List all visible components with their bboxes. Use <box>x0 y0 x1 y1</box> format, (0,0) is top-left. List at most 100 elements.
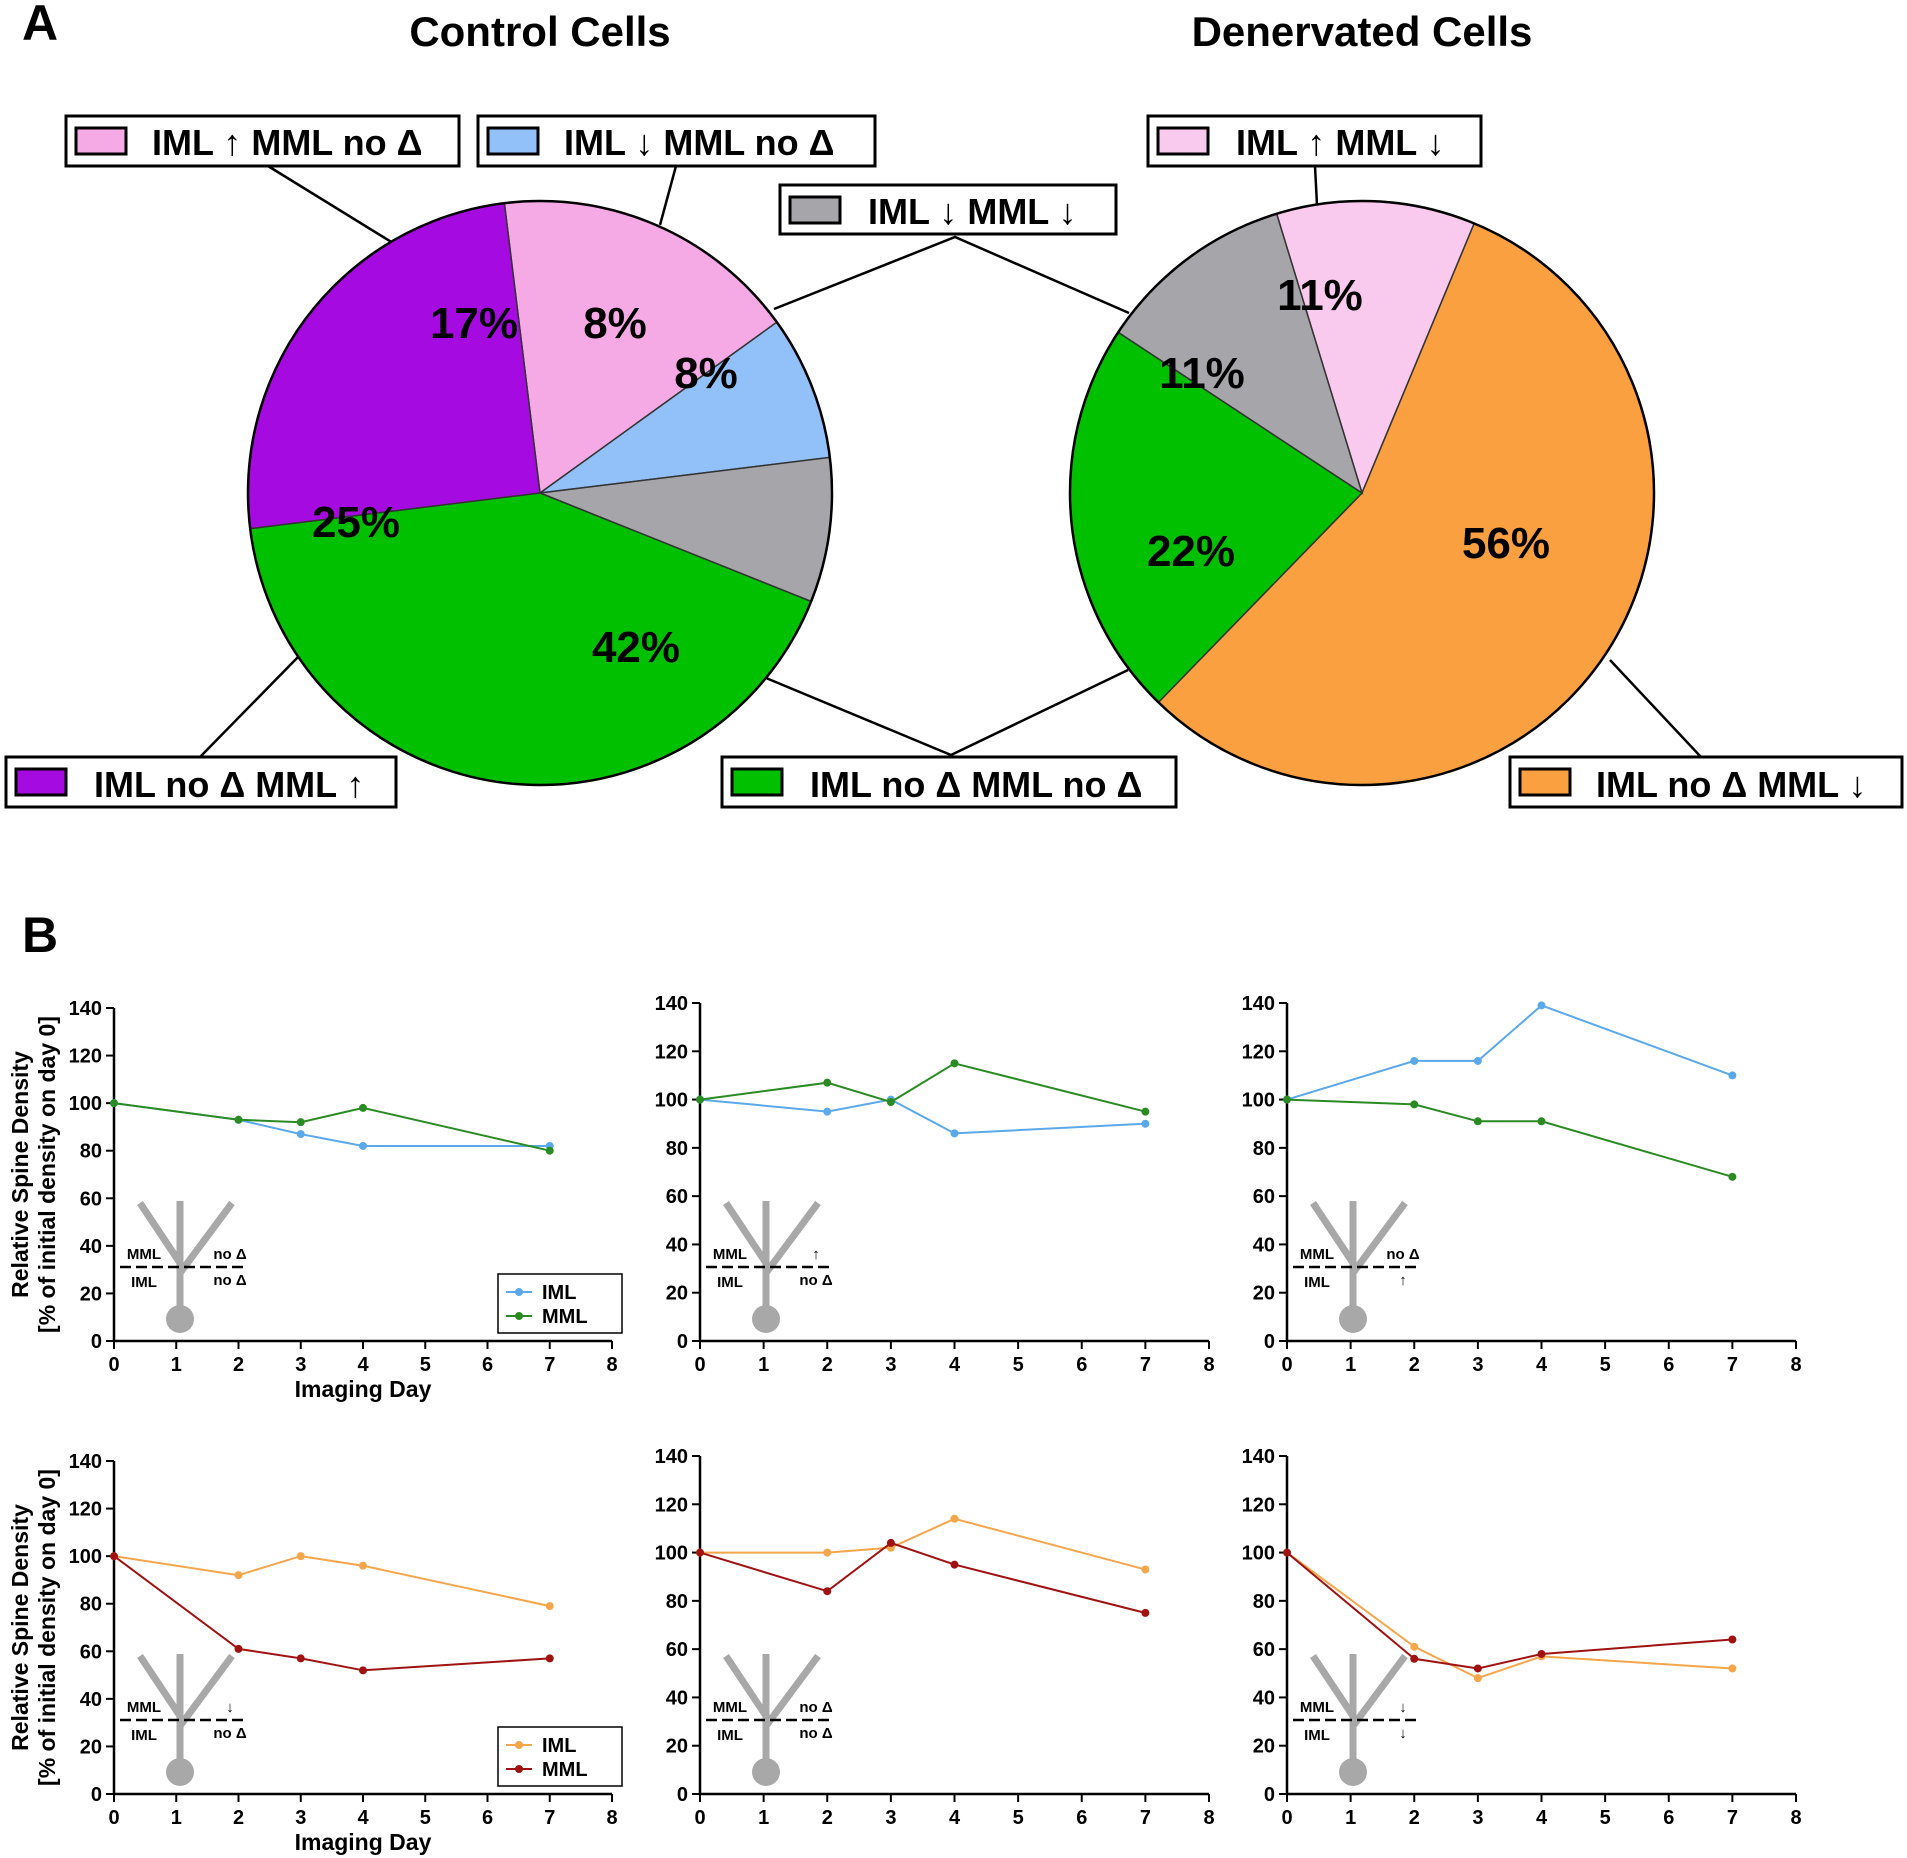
neuron-dendrite <box>1350 1200 1408 1276</box>
data-point-mml <box>950 1560 959 1569</box>
x-tick-label: 8 <box>1203 1354 1214 1376</box>
legend-label: IML no Δ MML no Δ <box>810 764 1142 805</box>
line-chart: 0 20 40 60 80 100 120 140 0 1 2 3 4 5 6 7 8 Imaging Day Re… <box>7 998 623 1402</box>
x-tick-label: 8 <box>606 1807 617 1829</box>
line-chart: 0 20 40 60 80 100 120 140 0 1 2 3 4 5 6 7 8 Imaging Day Re… <box>7 1451 623 1855</box>
legend-label: IML ↑ MML no Δ <box>152 122 423 163</box>
x-tick-label: 0 <box>108 1354 119 1376</box>
y-tick-label: 140 <box>1242 993 1275 1015</box>
x-tick-label: 2 <box>822 1354 833 1376</box>
neuron-label-upper: no Δ <box>799 1699 832 1716</box>
neuron-dendrite <box>763 1200 821 1276</box>
pie-outline <box>246 199 834 787</box>
x-tick-label: 2 <box>233 1354 244 1376</box>
y-tick-label: 100 <box>69 1093 102 1115</box>
data-point-iml <box>359 1141 367 1150</box>
neuron-soma <box>166 1758 194 1786</box>
x-tick-label: 4 <box>949 1807 961 1829</box>
pie-leader-lines <box>199 164 1702 758</box>
leader-control-iml-down <box>658 165 678 226</box>
y-tick-label: 60 <box>1253 1186 1275 1208</box>
y-tick-label: 100 <box>1242 1090 1275 1112</box>
legend-marker <box>515 1288 523 1296</box>
y-axis-title-line: Relative Spine Density <box>7 1051 33 1298</box>
y-tick-label: 140 <box>69 1451 102 1473</box>
y-tick-label: 120 <box>655 1494 688 1516</box>
neuron-schematic: MML IML no Δ ↑ <box>1293 1200 1420 1333</box>
neuron-label-mml: MML <box>713 1246 747 1263</box>
x-tick-label: 1 <box>171 1354 182 1376</box>
y-tick-label: 80 <box>1253 1591 1275 1613</box>
legend-box-denervated-mml-down: IML no Δ MML ↓ <box>1508 755 1904 809</box>
y-tick-label: 40 <box>666 1687 688 1709</box>
x-tick-label: 6 <box>1663 1807 1674 1829</box>
series-line-iml <box>700 1517 1146 1571</box>
data-point-iml <box>950 1514 959 1523</box>
x-tick-label: 0 <box>694 1354 705 1376</box>
data-point-mml <box>359 1666 367 1675</box>
neuron-dendrite <box>763 1653 821 1729</box>
neuron-dendrite <box>137 1201 183 1265</box>
x-tick-label: 2 <box>1409 1354 1420 1376</box>
x-tick-label: 0 <box>108 1807 119 1829</box>
series-line-iml <box>699 1098 1146 1135</box>
neuron-schematic: MML IML ↓ ↓ <box>1293 1653 1419 1786</box>
x-tick-label: 7 <box>1727 1807 1738 1829</box>
neuron-dendrite <box>177 1653 235 1729</box>
x-tick-label: 8 <box>606 1354 617 1376</box>
y-tick-label: 60 <box>1253 1639 1275 1661</box>
panel-b-label: B <box>22 907 58 963</box>
data-point-mml <box>696 1095 704 1104</box>
y-tick-label: 80 <box>80 1141 102 1163</box>
series-line-mml <box>113 1102 551 1152</box>
x-tick-label: 4 <box>1536 1354 1548 1376</box>
y-tick-label: 80 <box>666 1138 688 1160</box>
x-tick-label: 4 <box>1536 1807 1548 1829</box>
data-point-mml <box>886 1097 895 1106</box>
y-axis-title-line: [% of initial density on day 0] <box>34 1016 60 1333</box>
x-tick-label: 0 <box>1281 1354 1292 1376</box>
neuron-label-mml: MML <box>1300 1246 1334 1263</box>
legend-marker <box>515 1741 523 1749</box>
data-point-iml <box>1473 1056 1482 1065</box>
x-tick-label: 5 <box>1600 1807 1611 1829</box>
legend-swatch <box>1156 126 1210 156</box>
neuron-label-lower: ↓ <box>1399 1725 1407 1742</box>
data-point-iml <box>296 1130 305 1139</box>
y-axis-title: Relative Spine Density[% of initial dens… <box>7 1016 60 1333</box>
neuron-dendrite <box>1310 1201 1356 1265</box>
x-tick-label: 2 <box>233 1807 244 1829</box>
neuron-dendrite <box>177 1200 235 1276</box>
pie-slice-label: 42% <box>592 623 680 672</box>
y-tick-label: 80 <box>666 1591 688 1613</box>
neuron-schematic: MML IML no Δ no Δ <box>706 1653 833 1786</box>
leader-iml-no-mml-no <box>765 668 1129 757</box>
data-point-mml <box>359 1103 367 1112</box>
data-point-mml <box>1473 1117 1482 1126</box>
legend-box-control-iml-down: IML ↓ MML no Δ <box>476 114 877 168</box>
x-tick-label: 6 <box>1076 1807 1087 1829</box>
y-tick-label: 140 <box>655 1446 688 1468</box>
data-point-iml <box>1728 1664 1737 1673</box>
pie-slice-label: 22% <box>1147 527 1235 576</box>
neuron-label-upper: ↓ <box>1399 1699 1407 1716</box>
x-tick-label: 0 <box>1281 1807 1292 1829</box>
neuron-soma <box>166 1305 194 1333</box>
neuron-label-lower: ↑ <box>1399 1272 1407 1289</box>
data-point-iml <box>545 1602 554 1611</box>
y-tick-label: 140 <box>1242 1446 1275 1468</box>
y-tick-label: 40 <box>1253 1687 1275 1709</box>
data-point-iml <box>234 1571 243 1580</box>
legend-box-iml-no-mml-no: IML no Δ MML no Δ <box>720 755 1178 809</box>
neuron-schematic: MML IML no Δ no Δ <box>120 1200 247 1333</box>
y-tick-label: 140 <box>655 993 688 1015</box>
legend-swatch <box>486 126 540 156</box>
neuron-label-iml: IML <box>1304 1727 1330 1744</box>
pie-outline <box>1068 199 1656 787</box>
data-point-iml <box>1410 1642 1419 1651</box>
y-tick-label: 20 <box>666 1283 688 1305</box>
neuron-dendrite <box>723 1654 769 1718</box>
